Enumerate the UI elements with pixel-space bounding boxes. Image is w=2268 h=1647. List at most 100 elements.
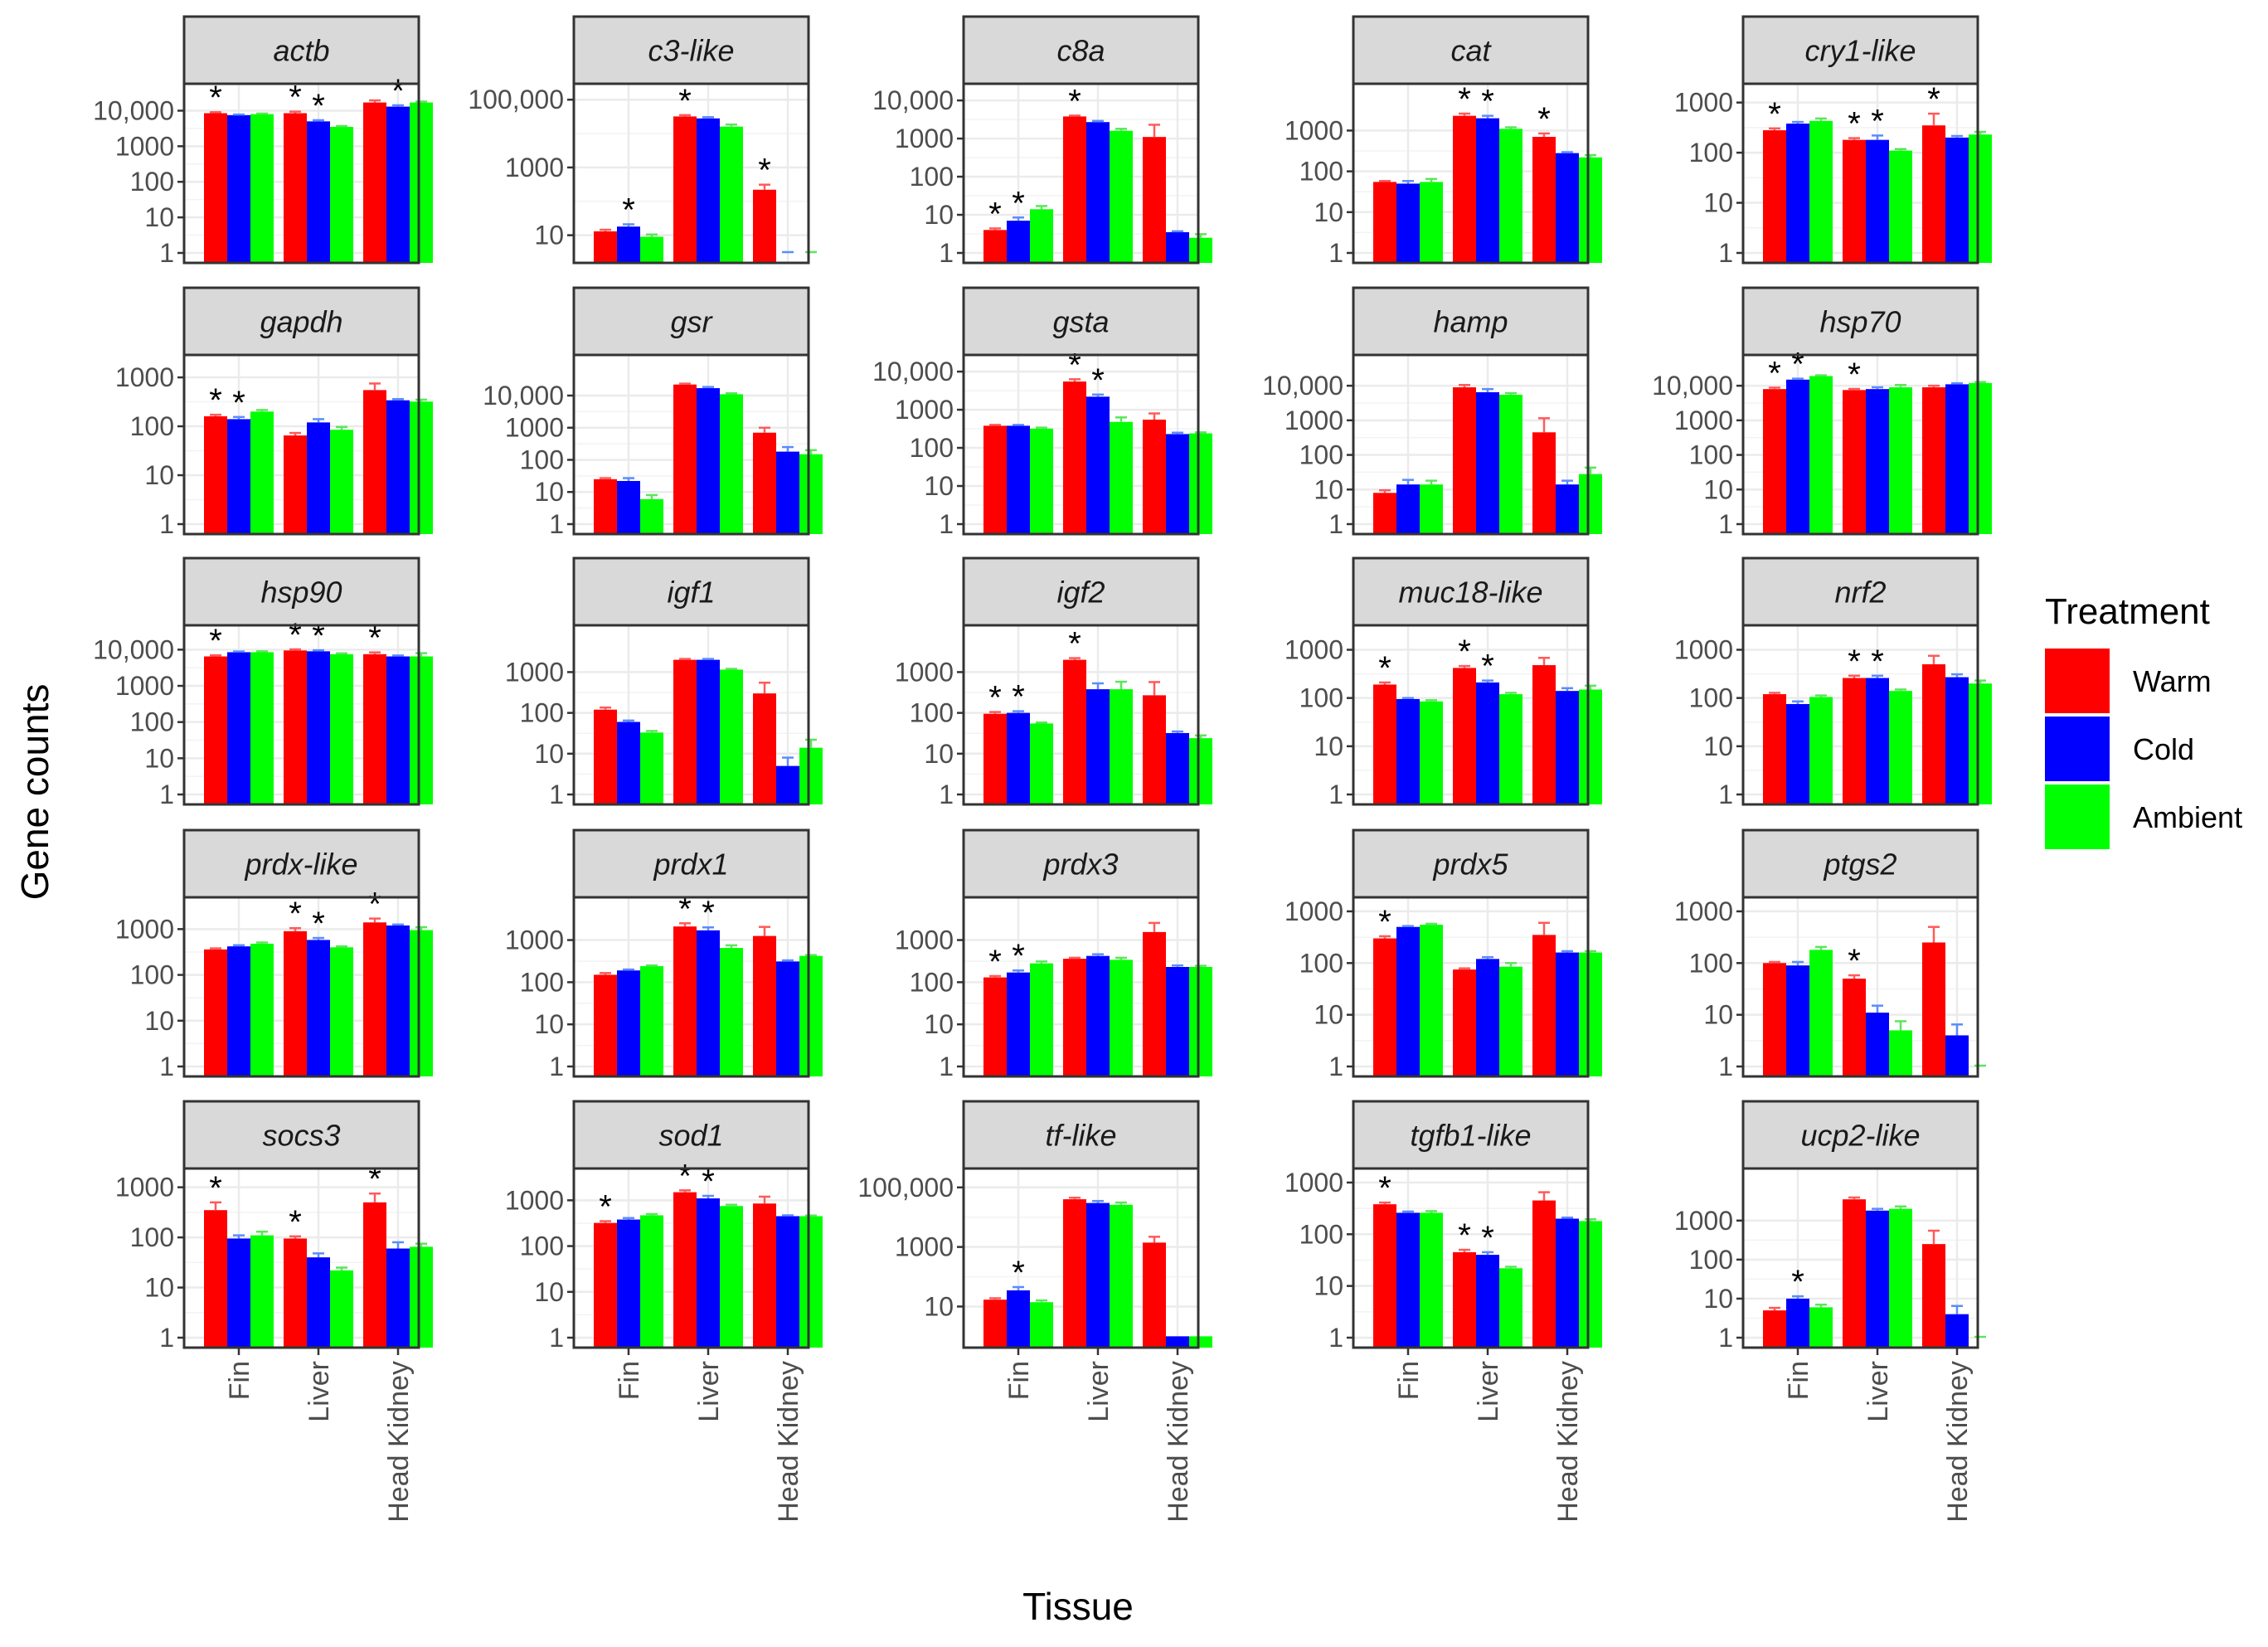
bar-liver-cold — [697, 930, 720, 1076]
y-tick-label: 100 — [1689, 440, 1733, 470]
bar-head-kidney-warm — [363, 653, 386, 804]
y-tick-label: 10 — [924, 1009, 954, 1039]
y-tick-label: 100 — [1299, 683, 1343, 713]
legend-key-cold — [2045, 717, 2110, 781]
bar-fin-warm — [1763, 130, 1786, 263]
panel-border — [962, 82, 1200, 265]
significance-marker: * — [678, 1158, 692, 1194]
strip-label: cry1-like — [1804, 34, 1916, 68]
bar-head-kidney-ambient — [1969, 382, 1992, 534]
bar-liver-ambient — [1889, 387, 1912, 534]
bar-fin-ambient — [1809, 697, 1833, 804]
bar-fin-cold — [227, 114, 250, 263]
bar-liver-ambient — [1889, 1030, 1912, 1076]
facet-panel-prdx5: prdx5 1 10 100 1000 * — [1285, 828, 1602, 1081]
bar-fin-ambient — [250, 1235, 274, 1348]
bar-head-kidney-ambient — [1579, 1221, 1602, 1348]
bar-head-kidney-cold — [1945, 1035, 1969, 1076]
bar-fin-warm — [594, 974, 617, 1076]
strip-label: sod1 — [658, 1119, 723, 1153]
significance-marker: * — [678, 891, 692, 927]
y-tick-label: 10 — [1703, 188, 1733, 218]
bar-head-kidney-ambient — [1189, 966, 1212, 1076]
facet-panel-actb: actb 1 10 100 1000 10,000 * * * * — [93, 15, 433, 268]
facet-panel-tgfb1-like: tgfb1-like 1 10 100 1000 * * * Fin Liver Head Kidn… — [1285, 1100, 1602, 1523]
bar-liver-warm — [673, 659, 697, 804]
bar-liver-ambient — [1499, 129, 1523, 263]
significance-marker: * — [209, 382, 222, 419]
y-tick-label: 1000 — [505, 1185, 564, 1215]
bar-head-kidney-warm — [363, 390, 386, 534]
facet-panel-igf2: igf2 1 10 100 1000 * * * — [895, 556, 1212, 809]
bar-liver-ambient — [720, 948, 743, 1076]
bar-head-kidney-cold — [1556, 1218, 1579, 1348]
bar-fin-cold — [1786, 1298, 1809, 1348]
bar-head-kidney-ambient — [1189, 237, 1212, 263]
bar-fin-ambient — [1420, 484, 1443, 534]
panel-border — [572, 624, 810, 806]
x-tick-label: Liver — [693, 1361, 725, 1422]
significance-marker: * — [1537, 101, 1551, 138]
y-tick-label: 1000 — [115, 914, 174, 944]
y-tick-label: 10,000 — [93, 634, 174, 664]
significance-marker: * — [599, 1189, 612, 1226]
legend-key-ambient — [2045, 785, 2110, 849]
y-tick-label: 10,000 — [1262, 371, 1343, 401]
y-tick-label: 1000 — [115, 671, 174, 701]
bar-fin-warm — [594, 1222, 617, 1348]
panel-border — [1352, 1167, 1590, 1349]
y-tick-label: 100 — [520, 445, 564, 474]
panel-border — [182, 353, 420, 536]
y-tick-label: 1000 — [115, 131, 174, 161]
x-tick-label: Liver — [1473, 1361, 1504, 1422]
y-tick-label: 1000 — [1674, 406, 1733, 435]
bar-fin-ambient — [250, 943, 274, 1076]
y-tick-label: 100 — [1689, 948, 1733, 978]
facet-panel-hamp: hamp 1 10 100 1000 10,000 — [1262, 286, 1602, 539]
bar-liver-ambient — [1110, 130, 1133, 263]
y-tick-label: 10 — [1314, 197, 1343, 227]
bar-head-kidney-ambient — [799, 955, 823, 1076]
bar-liver-cold — [697, 659, 720, 804]
significance-marker: * — [1927, 81, 1940, 118]
bar-fin-ambient — [640, 966, 663, 1076]
strip-label: ucp2-like — [1800, 1119, 1920, 1153]
x-tick-label: Liver — [1083, 1361, 1115, 1422]
bar-head-kidney-ambient — [410, 656, 433, 804]
bar-liver-ambient — [1499, 1268, 1523, 1348]
panel-border — [1741, 624, 1979, 806]
y-tick-label: 10 — [144, 460, 174, 490]
y-tick-label: 100,000 — [857, 1173, 954, 1202]
x-tick-label: Fin — [1393, 1361, 1425, 1400]
bar-fin-warm — [1373, 684, 1396, 804]
strip-label: ptgs2 — [1823, 848, 1896, 882]
facet-panel-muc18-like: muc18-like 1 10 100 1000 * * * — [1285, 556, 1602, 809]
bar-liver-cold — [1086, 689, 1110, 804]
bar-fin-warm — [204, 415, 227, 534]
facet-panel-prdx-like: prdx-like 1 10 100 1000 * * * — [115, 828, 433, 1081]
bar-liver-ambient — [330, 1270, 353, 1348]
strip-label: nrf2 — [1834, 576, 1886, 610]
bar-liver-ambient — [720, 1206, 743, 1348]
bar-fin-ambient — [1420, 1212, 1443, 1348]
bar-head-kidney-cold — [386, 1248, 410, 1348]
y-tick-label: 100 — [520, 967, 564, 997]
significance-marker: * — [988, 680, 1002, 717]
strip-background — [1741, 556, 1979, 627]
bar-head-kidney-cold — [1166, 1336, 1189, 1348]
bar-fin-ambient — [1030, 209, 1053, 263]
y-tick-label: 10,000 — [872, 85, 954, 115]
bar-liver-ambient — [1110, 421, 1133, 534]
y-tick-label: 100 — [130, 707, 174, 737]
significance-marker: * — [368, 620, 381, 657]
bar-liver-warm — [284, 1238, 307, 1348]
bar-liver-cold — [1476, 118, 1499, 263]
bar-liver-cold — [307, 940, 330, 1076]
facet-panel-gapdh: gapdh 1 10 100 1000 * * — [115, 286, 433, 539]
y-tick-label: 1 — [159, 238, 174, 268]
significance-marker: * — [368, 887, 381, 923]
strip-background — [1352, 828, 1590, 899]
significance-marker: * — [209, 623, 222, 659]
strip-label: hsp90 — [260, 576, 342, 610]
